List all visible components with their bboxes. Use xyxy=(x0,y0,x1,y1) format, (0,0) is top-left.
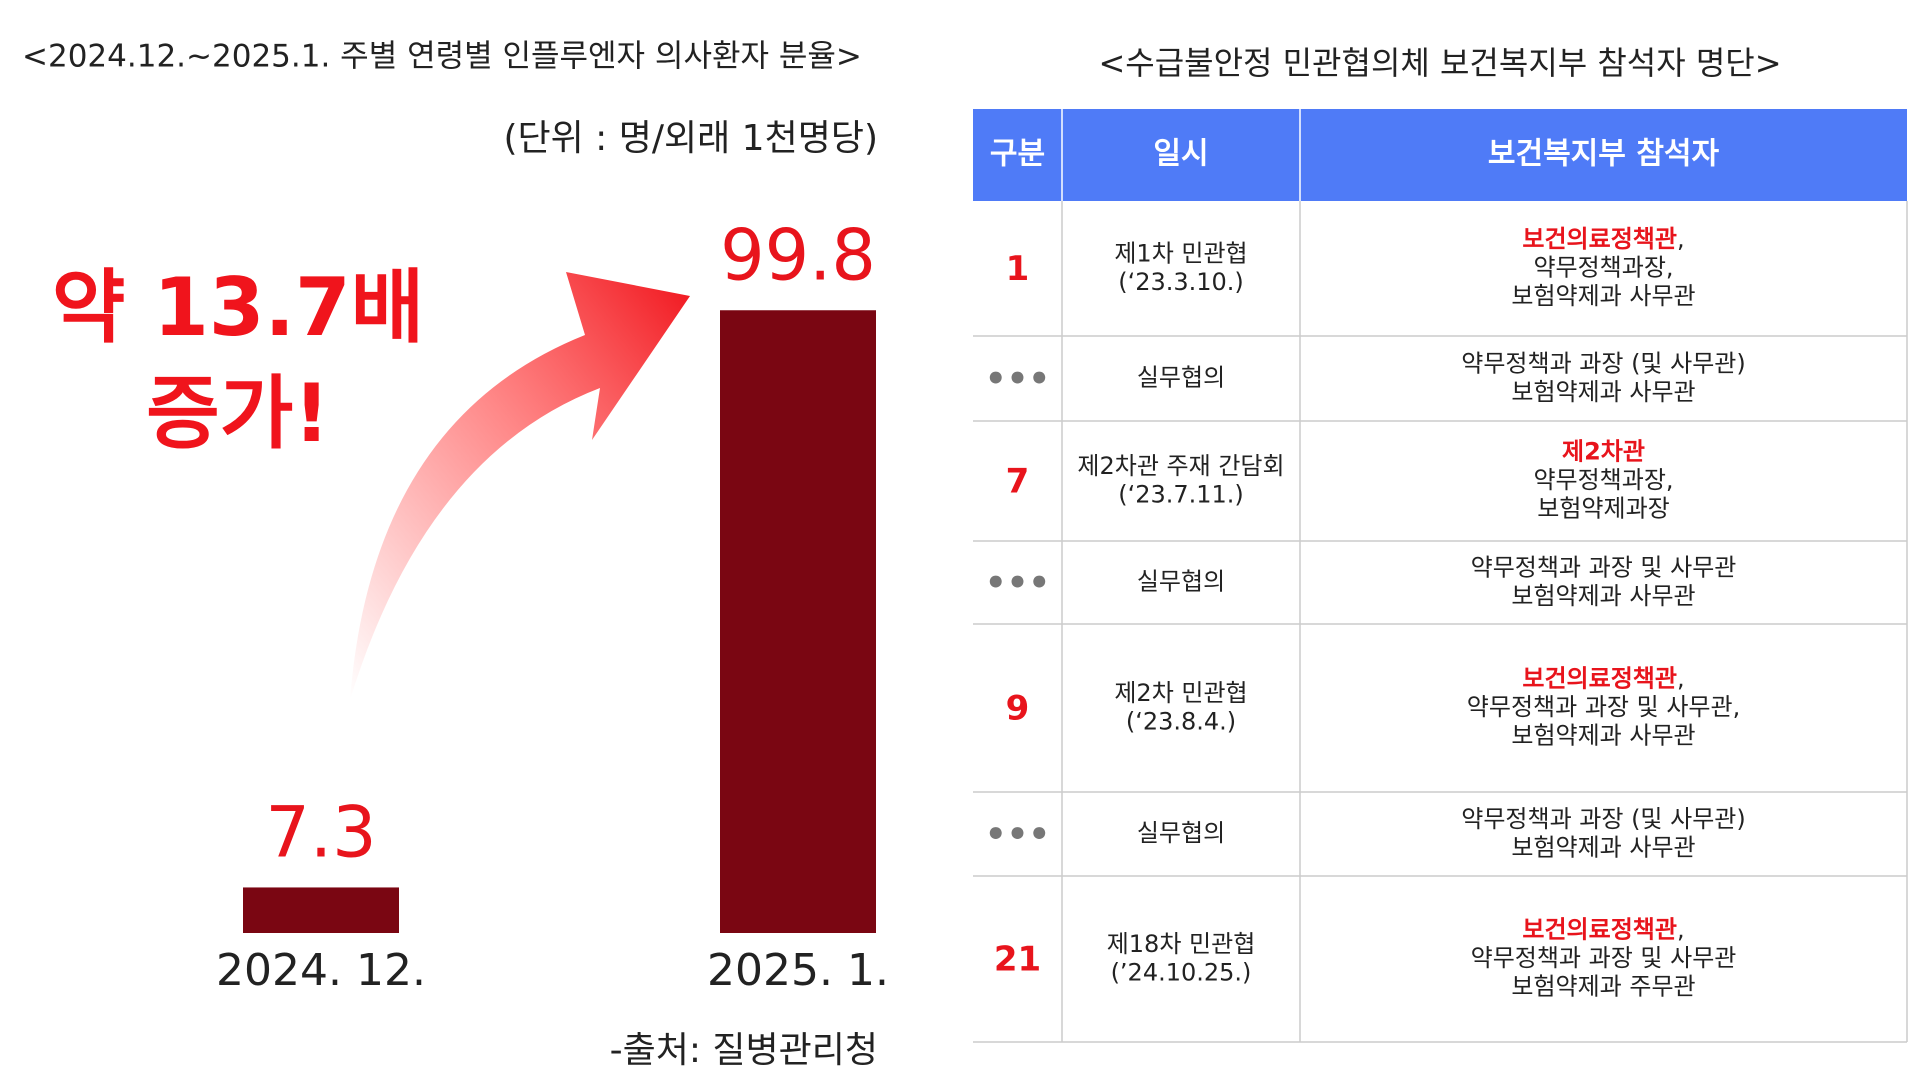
attendee-text: 제2차관 xyxy=(1562,438,1645,466)
attendee-line: 제2차관 xyxy=(1562,438,1645,466)
attendee-line: 약무정책과 과장 및 사무관 xyxy=(1471,553,1737,581)
attendee-line: 보건의료정책관, xyxy=(1522,665,1684,693)
attendee-text: 보험약제과 사무관 xyxy=(1511,582,1695,610)
attendee-line: 보험약제과 사무관 xyxy=(1511,378,1695,406)
attendee-text: , xyxy=(1677,916,1685,944)
date-line: 제2차 민관협 xyxy=(1114,679,1247,707)
attendee-text: 약무정책과 과장 (및 사무관) xyxy=(1461,349,1746,377)
attendee-line: 약무정책과 과장 및 사무관, xyxy=(1467,693,1740,721)
attendee-line: 약무정책과 과장 (및 사무관) xyxy=(1461,805,1746,833)
attendee-text: 약무정책과 과장 및 사무관 xyxy=(1471,553,1737,581)
attendee-line: 약무정책과 과장 (및 사무관) xyxy=(1461,349,1746,377)
attendee-text: 보험약제과 사무관 xyxy=(1511,722,1695,750)
date-line: (‘23.3.10.) xyxy=(1118,268,1244,296)
row-number: 9 xyxy=(1006,689,1030,729)
table-title: <수급불안정 민관협의체 보건복지부 참석자 명단> xyxy=(1098,44,1781,82)
attendee-text: 보험약제과 사무관 xyxy=(1511,833,1695,861)
annotation: 증가! xyxy=(146,367,330,460)
date-line: (‘23.7.11.) xyxy=(1118,480,1244,508)
row-number: 21 xyxy=(994,940,1041,980)
attendee-line: 약무정책과 과장 및 사무관 xyxy=(1471,944,1737,972)
table-header-cell: 보건복지부 참석자 xyxy=(1488,137,1720,172)
bar-chart: 7.3 2024. 12. 99.8 2025. 1. xyxy=(216,214,889,996)
date-line: 실무협의 xyxy=(1137,819,1225,847)
attendee-text: 약무정책과장, xyxy=(1533,466,1673,494)
data-label: 7.3 xyxy=(265,791,376,873)
attendee-line: 약무정책과장, xyxy=(1533,466,1673,494)
x-tick-label: 2024. 12. xyxy=(216,945,426,996)
attendee-text: 보건의료정책관 xyxy=(1522,225,1677,253)
chart-title: <2024.12.~2025.1. 주별 연령별 인플루엔자 의사환자 분율> xyxy=(22,39,862,75)
table-header-bg xyxy=(973,109,1907,201)
attendee-line: 보험약제과 주무관 xyxy=(1511,973,1695,1001)
attendee-text: 보건의료정책관 xyxy=(1522,916,1677,944)
bar xyxy=(720,310,876,933)
attendee-line: 약무정책과장, xyxy=(1533,254,1673,282)
date-line: 실무협의 xyxy=(1137,568,1225,596)
attendee-line: 보험약제과 사무관 xyxy=(1511,282,1695,310)
bar xyxy=(243,887,399,933)
attendee-text: 보건의료정책관 xyxy=(1522,665,1677,693)
arrow xyxy=(350,272,690,700)
attendee-text: 약무정책과 과장 및 사무관 xyxy=(1471,944,1737,972)
row-number: ••• xyxy=(985,815,1050,855)
date-line: 제18차 민관협 xyxy=(1107,930,1256,958)
date-line: 제2차관 주재 간담회 xyxy=(1077,452,1284,480)
row-number: ••• xyxy=(985,563,1050,603)
attendee-text: 약무정책과 과장 (및 사무관) xyxy=(1461,805,1746,833)
table: 구분 일시 보건복지부 참석자 1 제1차 민관협(‘23.3.10.) 보건의료정책관,… xyxy=(973,109,1908,1043)
attendee-text: 약무정책과장, xyxy=(1533,254,1673,282)
table-header-cell: 구분 xyxy=(990,137,1045,172)
attendee-line: 보건의료정책관, xyxy=(1522,916,1684,944)
x-tick-label: 2025. 1. xyxy=(707,945,889,996)
attendee-text: 보험약제과 사무관 xyxy=(1511,378,1695,406)
attendee-line: 보험약제과장 xyxy=(1537,495,1669,523)
attendee-line: 보험약제과 사무관 xyxy=(1511,833,1695,861)
attendee-text: , xyxy=(1677,665,1685,693)
date-line: 실무협의 xyxy=(1137,364,1225,392)
row-number: 1 xyxy=(1006,249,1030,289)
attendee-line: 보험약제과 사무관 xyxy=(1511,722,1695,750)
attendee-line: 보건의료정책관, xyxy=(1522,225,1684,253)
date-line: (‘23.8.4.) xyxy=(1126,707,1236,735)
attendee-line: 보험약제과 사무관 xyxy=(1511,582,1695,610)
attendee-text: 보험약제과 사무관 xyxy=(1511,282,1695,310)
table-header-cell: 일시 xyxy=(1153,137,1208,172)
attendee-text: , xyxy=(1677,225,1685,253)
data-label: 99.8 xyxy=(720,214,876,296)
row-number: ••• xyxy=(985,359,1050,399)
chart-subtitle: (단위 : 명/외래 1천명당) xyxy=(503,118,878,159)
row-number: 7 xyxy=(1006,462,1030,502)
attendee-text: 보험약제과장 xyxy=(1537,495,1669,523)
date-line: (’24.10.25.) xyxy=(1111,958,1252,986)
annotation: 약 13.7배 xyxy=(52,261,424,354)
attendee-text: 약무정책과 과장 및 사무관, xyxy=(1467,693,1740,721)
date-line: 제1차 민관협 xyxy=(1114,239,1247,267)
attendee-text: 보험약제과 주무관 xyxy=(1511,973,1695,1001)
source: -출처: 질병관리청 xyxy=(610,1030,878,1071)
